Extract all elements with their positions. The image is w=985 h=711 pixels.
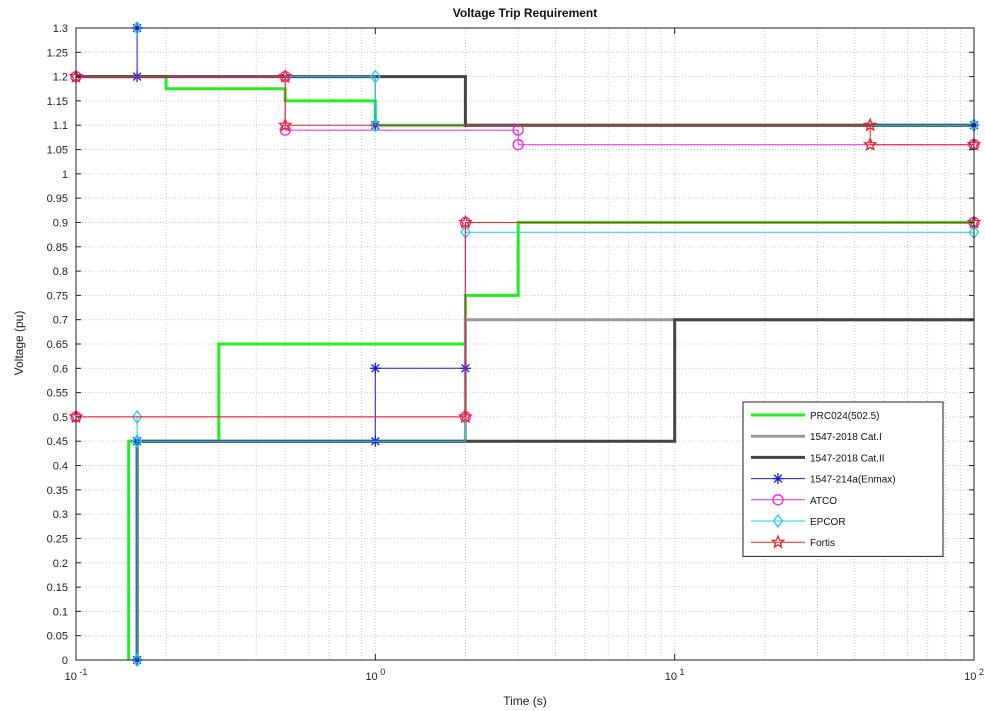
y-tick-label: 1.25 (47, 47, 68, 59)
legend-label: 1547-2018 Cat.I (810, 432, 882, 443)
y-tick-label: 1 (62, 169, 68, 181)
legend-label: EPCOR (810, 517, 846, 528)
series-line (76, 76, 974, 146)
diamond-marker (131, 434, 143, 449)
legend-label: Fortis (810, 538, 835, 549)
legend-label: PRC024(502.5) (810, 411, 879, 422)
diamond-marker (370, 118, 381, 133)
star-marker (457, 214, 473, 229)
legend-label: 1547-214a(Enmax) (810, 475, 896, 486)
y-tick-label: 0.3 (53, 509, 68, 521)
y-tick-label: 0.5 (53, 412, 68, 424)
x-axis-label: Time (s) (503, 694, 547, 708)
y-tick-label: 0.35 (47, 485, 68, 497)
diamond-marker (131, 20, 143, 36)
star-marker (862, 117, 878, 132)
y-tick-label: 0.65 (47, 339, 68, 351)
y-tick-label: 0.8 (53, 266, 68, 278)
y-tick-label: 0.7 (53, 315, 68, 327)
y-tick-label: 0.15 (47, 582, 68, 594)
star-marker (277, 68, 293, 83)
x-tick-label: 10 2 (964, 667, 984, 683)
diamond-marker (772, 513, 784, 529)
y-tick-label: 0.95 (47, 193, 68, 205)
y-axis-label: Voltage (pu) (12, 311, 26, 376)
legend-label: 1547-2018 Cat.II (810, 453, 885, 464)
y-tick-label: 1.15 (47, 96, 68, 108)
asterisk-marker (772, 473, 784, 485)
asterisk-marker (369, 362, 381, 374)
legend: PRC024(502.5) 1547-2018 Cat.I 1547-2018 Ca… (742, 401, 944, 557)
diamond-marker (131, 409, 143, 425)
y-tick-label: 0.45 (47, 436, 68, 448)
y-tick-label: 0.9 (53, 217, 68, 229)
y-tick-label: 0 (62, 655, 68, 667)
circle-marker (772, 494, 784, 506)
y-tick-label: 0.75 (47, 290, 68, 302)
ticks: 0 0.05 0.1 0.15 0.2 0.25 0.3 0.35 0.4 0.45 0.5 0.55… (47, 23, 984, 683)
y-tick-label: 1.3 (53, 23, 68, 35)
legend-label: ATCO (810, 496, 837, 507)
y-tick-label: 0.4 (53, 461, 68, 473)
star-marker (770, 534, 786, 549)
y-tick-label: 0.55 (47, 388, 68, 400)
y-tick-label: 1.1 (53, 120, 68, 132)
y-tick-label: 1.2 (53, 72, 68, 84)
y-tick-label: 0.05 (47, 631, 68, 643)
circle-marker (512, 139, 524, 151)
chart-title: Voltage Trip Requirement (453, 6, 597, 20)
diamond-marker (370, 69, 381, 84)
series-line (136, 231, 974, 660)
star-marker (457, 409, 473, 424)
star-marker (277, 117, 293, 132)
y-tick-label: 0.6 (53, 363, 68, 375)
star-marker (862, 136, 878, 151)
y-tick-label: 0.25 (47, 533, 68, 545)
series-layer (68, 20, 982, 668)
series-line (76, 222, 974, 418)
x-tick-label: 10 -1 (65, 667, 88, 683)
y-tick-label: 0.2 (53, 558, 68, 570)
diamond-marker (131, 652, 143, 668)
y-tick-label: 1.05 (47, 145, 68, 157)
y-tick-label: 0.1 (53, 606, 68, 618)
y-tick-label: 0.85 (47, 242, 68, 254)
x-tick-label: 10 1 (665, 667, 685, 683)
x-tick-label: 10 0 (365, 667, 385, 683)
